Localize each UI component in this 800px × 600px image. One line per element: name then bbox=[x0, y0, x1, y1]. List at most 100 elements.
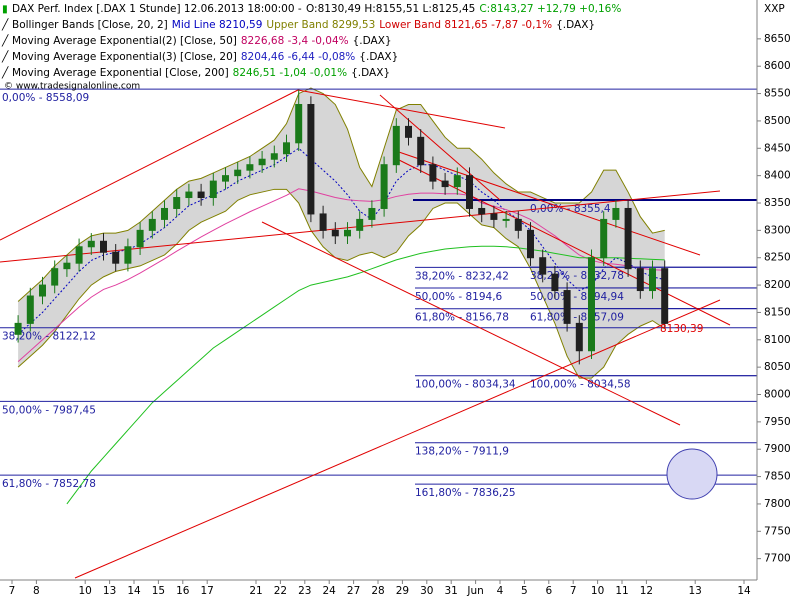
legend-line: Moving Average Exponential(3) [Close, 20… bbox=[12, 51, 398, 63]
x-tick-label: 21 bbox=[249, 585, 262, 597]
candle-body bbox=[380, 164, 388, 209]
legend-part: Moving Average Exponential(2) [Close, 50… bbox=[12, 35, 237, 47]
y-tick-label: 8650 bbox=[764, 33, 791, 45]
x-tick-label: 29 bbox=[396, 585, 409, 597]
x-tick-label: 28 bbox=[371, 585, 384, 597]
trend-line bbox=[297, 89, 506, 129]
candle-body bbox=[209, 180, 217, 199]
fib-label: 50,00% - 7987,45 bbox=[2, 404, 96, 416]
x-tick-label: 16 bbox=[176, 585, 190, 597]
y-tick-label: 7700 bbox=[764, 553, 791, 565]
candle-body bbox=[356, 218, 364, 231]
y-tick-label: 8500 bbox=[764, 115, 791, 127]
candle-body bbox=[649, 268, 656, 292]
legend-part: Upper Band 8299,53 bbox=[266, 19, 375, 31]
candle-body bbox=[539, 257, 547, 275]
y-tick-label: 8000 bbox=[764, 389, 791, 401]
candle-body bbox=[295, 104, 303, 144]
x-tick-label: 7 bbox=[9, 585, 16, 597]
x-tick-label: 30 bbox=[420, 585, 433, 597]
candle-body bbox=[185, 191, 193, 199]
trend-line bbox=[74, 299, 721, 579]
candle-body bbox=[478, 207, 486, 215]
legend-part: 8204,46 -6,44 -0,08% bbox=[241, 51, 355, 63]
legend-icon: ╱ bbox=[1, 50, 9, 63]
trend-line bbox=[0, 89, 299, 241]
x-tick-label: 15 bbox=[152, 585, 165, 597]
candle-body bbox=[75, 246, 83, 264]
trend-line bbox=[261, 221, 681, 426]
candle-body bbox=[173, 197, 181, 209]
indicator-line bbox=[17, 87, 665, 302]
legend-part: O:8130,49 H:8155,51 L:8125,45 bbox=[306, 3, 475, 15]
fib-label: 38,20% - 8232,42 bbox=[415, 270, 509, 282]
legend-part: 8246,51 -1,04 -0,01% bbox=[233, 67, 347, 79]
y-tick-label: 8550 bbox=[764, 88, 791, 100]
trend-line bbox=[394, 157, 731, 326]
legend: ▮ DAX Perf. Index [.DAX 1 Stunde] 12.06.2… bbox=[1, 3, 621, 79]
candle-body bbox=[588, 257, 595, 352]
x-tick-label: Jun bbox=[466, 585, 483, 597]
candle-body bbox=[63, 262, 71, 270]
candle-body bbox=[246, 164, 254, 171]
candle-body bbox=[331, 229, 339, 237]
x-tick-label: 14 bbox=[127, 585, 141, 597]
candles-layer: 8130,39 bbox=[14, 89, 703, 365]
x-tick-label: 10 bbox=[591, 585, 604, 597]
candle-body bbox=[392, 125, 400, 166]
candle-body bbox=[26, 295, 34, 324]
y-tick-label: 8300 bbox=[764, 224, 791, 236]
fib-label: 0,00% - 8355,4 bbox=[530, 203, 611, 215]
legend-part: DAX Perf. Index [.DAX 1 Stunde] 12.06.20… bbox=[12, 3, 302, 15]
legend-part: {.DAX} bbox=[359, 51, 398, 63]
band-fill bbox=[18, 88, 665, 379]
legend-part: {.DAX} bbox=[351, 67, 390, 79]
fib-label: 61,80% - 8156,78 bbox=[415, 312, 509, 324]
x-tick-label: 10 bbox=[79, 585, 92, 597]
candle-body bbox=[87, 240, 95, 248]
legend-icon: ╱ bbox=[1, 66, 9, 79]
candle-body bbox=[405, 125, 412, 138]
y-tick-label: 8150 bbox=[764, 306, 791, 318]
candle-body bbox=[429, 164, 437, 182]
y-tick-label: 8400 bbox=[764, 170, 791, 182]
fib-label: 100,00% - 8034,34 bbox=[415, 379, 516, 391]
y-tick-label: 8050 bbox=[764, 361, 791, 373]
candle-body bbox=[148, 218, 156, 231]
legend-line: Moving Average Exponential [Close, 200] 8… bbox=[12, 67, 390, 79]
candle-body bbox=[307, 104, 315, 215]
y-tick-label: 7850 bbox=[764, 471, 791, 483]
fib-label: 161,80% - 7836,25 bbox=[415, 487, 516, 499]
copyright: © www.tradesignalonline.com bbox=[4, 82, 140, 92]
candle-body bbox=[161, 207, 168, 220]
candle-body bbox=[283, 142, 290, 155]
axes-layer: 7700775078007850790079508000805081008150… bbox=[9, 33, 791, 597]
legend-part: Lower Band 8121,65 -7,87 -0,1% bbox=[379, 19, 552, 31]
x-tick-label: 22 bbox=[274, 585, 287, 597]
legend-line: Bollinger Bands [Close, 20, 2] Mid Line 8… bbox=[12, 19, 595, 31]
candle-body bbox=[612, 207, 620, 220]
candle-body bbox=[124, 246, 132, 264]
candle-body bbox=[368, 207, 376, 220]
candle-body bbox=[222, 175, 229, 182]
x-tick-label: 23 bbox=[298, 585, 311, 597]
candle-body bbox=[466, 175, 473, 209]
legend-part: C:8143,27 +12,79 +0,16% bbox=[479, 3, 621, 15]
candle-body bbox=[258, 158, 266, 166]
y-tick-label: 7750 bbox=[764, 525, 791, 537]
candle-body bbox=[51, 268, 59, 286]
candle-body bbox=[344, 229, 351, 237]
corner-label: XXP bbox=[764, 3, 785, 15]
candle-body bbox=[551, 273, 559, 292]
legend-part: Moving Average Exponential(3) [Close, 20… bbox=[12, 51, 237, 63]
candle-body bbox=[600, 218, 608, 259]
y-tick-label: 8250 bbox=[764, 252, 791, 264]
x-tick-label: 31 bbox=[445, 585, 458, 597]
legend-part: {.DAX} bbox=[556, 19, 595, 31]
fib-label: 0,00% - 8558,09 bbox=[2, 92, 89, 104]
legend-part: 8226,68 -3,4 -0,04% bbox=[241, 35, 349, 47]
candle-body bbox=[136, 229, 144, 248]
legend-line: DAX Perf. Index [.DAX 1 Stunde] 12.06.20… bbox=[12, 3, 621, 15]
candle-body bbox=[270, 153, 278, 160]
